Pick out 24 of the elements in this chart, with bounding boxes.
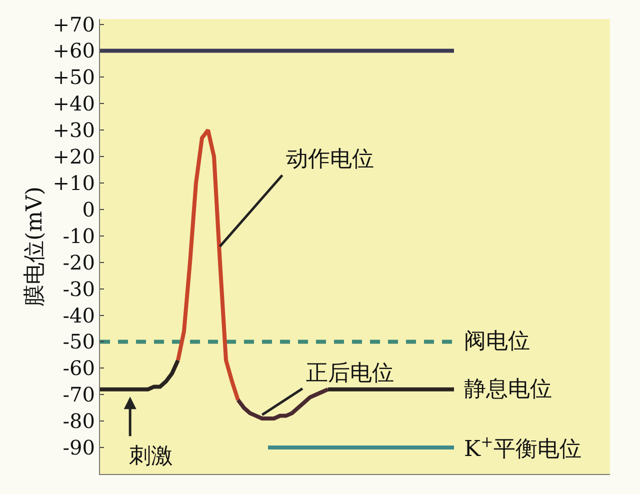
y-tick-label: -80 — [62, 409, 95, 434]
annotation: 正后电位 — [306, 361, 394, 386]
y-tick-label: +40 — [52, 92, 95, 116]
y-axis-title: 膜电位(mV) — [22, 186, 48, 306]
y-tick-label: -30 — [62, 276, 95, 301]
y-tick-label: +30 — [52, 118, 95, 142]
series-label: K$^{+}$平衡电位 — [464, 433, 582, 462]
y-tick-label: -60 — [62, 356, 95, 380]
annotation: 动作电位 — [286, 147, 374, 172]
y-tick-label: +10 — [52, 171, 95, 196]
y-tick-label: -70 — [62, 382, 95, 407]
y-tick-label: +60 — [52, 38, 95, 63]
y-tick-label: -90 — [62, 436, 95, 460]
y-tick-label: -50 — [62, 330, 95, 354]
y-tick-label: -20 — [62, 250, 95, 274]
series-label: 静息电位 — [464, 377, 552, 402]
y-tick-label: -10 — [62, 224, 95, 248]
y-tick-label: +20 — [52, 144, 95, 169]
series-label: 阀电位 — [464, 329, 530, 354]
y-tick-label: 0 — [82, 197, 95, 222]
y-tick-label: +70 — [52, 12, 95, 36]
y-tick-label: +50 — [52, 65, 95, 90]
annotation: 刺激 — [129, 444, 173, 469]
y-tick-label: -40 — [62, 303, 95, 328]
